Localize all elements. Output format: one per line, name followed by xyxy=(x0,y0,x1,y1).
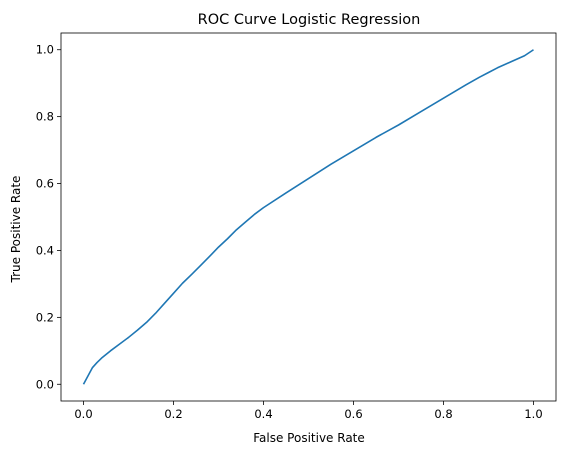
y-tick-label: 0.4 xyxy=(36,243,54,257)
x-axis-label: False Positive Rate xyxy=(253,431,365,445)
y-axis-label: True Positive Rate xyxy=(9,176,23,284)
y-tick-label: 0.6 xyxy=(36,177,54,191)
x-tick-label: 0.8 xyxy=(434,407,452,421)
x-tick-label: 0.2 xyxy=(164,407,182,421)
x-tick-label: 0.4 xyxy=(254,407,272,421)
x-tick-label: 0.0 xyxy=(74,407,92,421)
y-tick-label: 1.0 xyxy=(36,43,54,57)
plot-area: 0.0 0.2 0.4 0.6 0.8 1.0 0.0 0.2 0.4 0.6 0.8 1.0 xyxy=(36,32,557,421)
y-tick-label: 0.2 xyxy=(36,310,54,324)
chart-title: ROC Curve Logistic Regression xyxy=(198,12,421,28)
x-tick-label: 0.6 xyxy=(344,407,362,421)
y-tick-label: 0.8 xyxy=(36,110,54,124)
x-tick-label: 1.0 xyxy=(524,407,542,421)
roc-curve-line xyxy=(82,49,534,385)
y-tick-label: 0.0 xyxy=(36,377,54,391)
axes-frame xyxy=(60,32,557,402)
